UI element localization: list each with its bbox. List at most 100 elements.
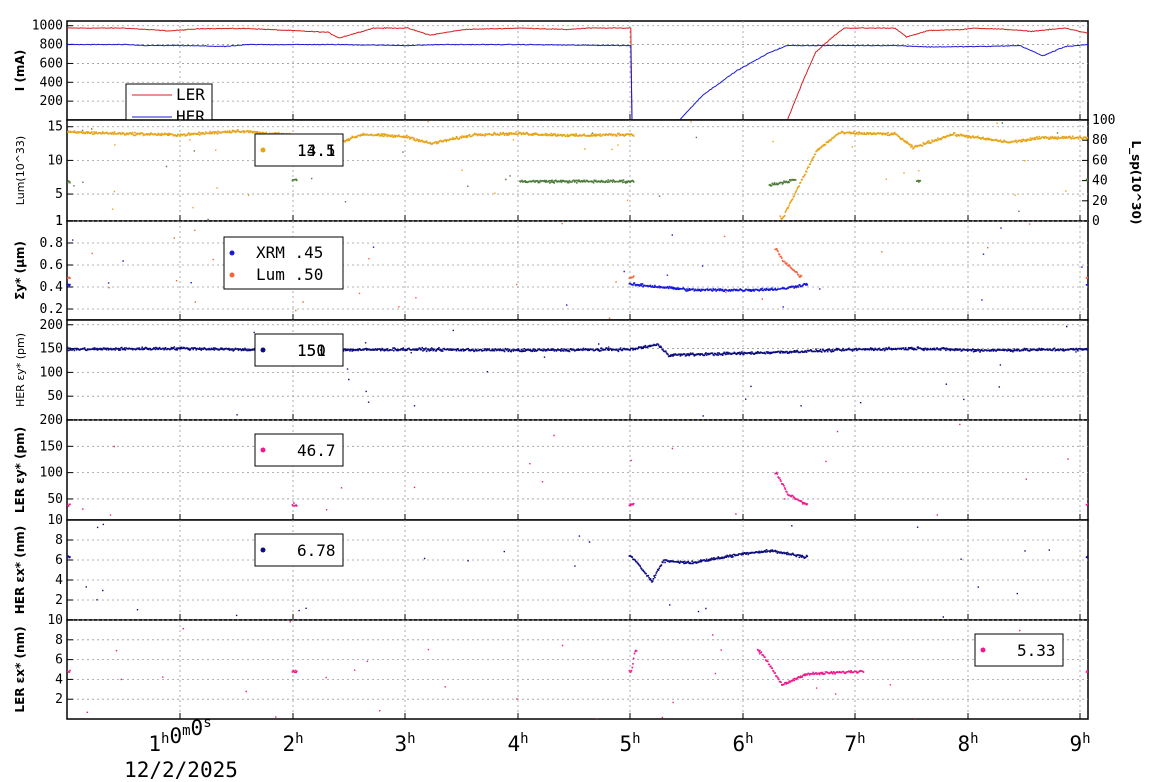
legend-ler_eps_y: 46.7 [254,433,344,467]
y2-tick-label: 0 [1092,214,1100,229]
series-her [67,43,1088,120]
panel-ler_eps_y: 10 50 100 150 200 LER εy* (pm) 46.7 [13,413,1089,528]
y-tick-label: 2 [55,692,63,707]
x-tick-label: 7h [844,731,865,756]
legend-box [223,236,344,290]
y-axis-title: I (mA) [13,50,27,91]
panel-frame [66,419,1089,521]
y-tick-label: 200 [40,94,63,109]
legend-label: Lum .50 [256,265,323,284]
panel-frame [66,220,1089,321]
y-tick-label: 2 [55,593,63,608]
y-tick-label: 200 [40,318,63,333]
x-tick-label: 1h0m0s [148,715,211,756]
y-tick-label: 0.8 [40,236,63,251]
y-tick-label: 100 [40,365,63,380]
legend-box [254,133,344,167]
legend-value: 151 [297,341,326,360]
legend-box [254,533,344,567]
x-tick-label: 2h [282,731,303,756]
y-tick-label: 50 [47,389,63,404]
series-line [67,43,1088,120]
y2-axis-title: L_sp(10^30) [1128,141,1143,225]
panel-her_eps_x: 2 4 6 8 HER εx* (nm) 6.78 [13,519,1089,621]
legend-value: 150 [297,341,326,360]
y-tick-label: 6 [55,653,63,668]
y2-tick-label: 80 [1092,133,1108,148]
legend-marker [260,547,266,553]
y2-tick-label: 20 [1092,194,1108,209]
y-tick-label: 8 [55,633,63,648]
legend-marker [229,272,235,278]
y-axis-title: HER εy* (pm) [14,333,27,407]
legend-box [254,433,344,467]
series-ler [67,27,1088,120]
y-tick-label: 8 [55,533,63,548]
y-tick-label: 100 [40,466,63,481]
legend-marker [260,447,266,453]
legend-box [974,633,1064,667]
y-tick-label: 4 [55,672,63,687]
legend-marker [229,250,235,256]
legend-label: XRM .45 [256,243,323,262]
legend-sigma_y: XRM .45 Lum .50 [223,236,344,290]
x-tick-label: 5h [619,731,640,756]
x-tick-label: 9h [1069,731,1090,756]
y-tick-label: 0.6 [40,258,63,273]
legend-marker [260,347,266,353]
y-axis-title: HER εx* (nm) [13,526,27,615]
y-tick-label: 15 [47,120,63,135]
y-axis-title: Lum(10^33) [14,136,27,205]
panel-frame [66,20,1089,121]
legend-value: 46.7 [297,441,336,460]
y-tick-label: 50 [47,492,63,507]
y-tick-label: 200 [40,413,63,428]
panel-frame [66,319,1089,421]
x-axis-date: 12/2/2025 [124,758,238,782]
legend-luminosity: 14.113.5 [254,133,344,167]
y-tick-label: 10 [47,613,63,628]
legend-marker [980,647,986,653]
y-tick-label: 0.4 [40,280,64,295]
y-tick-label: 1 [55,214,63,229]
y-tick-label: 4 [55,573,63,588]
x-tick-label: 6h [732,731,753,756]
y2-tick-label: 60 [1092,153,1108,168]
y-tick-label: 5 [55,187,63,202]
y-tick-label: 1000 [32,19,63,34]
legend-marker [260,147,266,153]
y-tick-label: 150 [40,439,63,454]
y-tick-label: 600 [40,56,63,71]
panel-ler_eps_x: 2 4 6 8 10 LER εx* (nm) 5.33 [13,613,1089,720]
y-tick-label: 400 [40,75,63,90]
x-tick-label: 3h [394,731,415,756]
y-axis-title: LER εx* (nm) [13,626,27,712]
legend-her_eps_x: 6.78 [254,533,344,567]
legend-value: 5.33 [1017,641,1056,660]
x-axis: 1h0m0s 2h 3h 4h 5h 6h 7h 8h 9h 12/2/2025 [124,715,1090,782]
legend-value: 13.5 [297,141,336,160]
y-tick-label: 800 [40,38,63,53]
legend-ler_eps_x: 5.33 [974,633,1064,667]
y-tick-label: 10 [47,513,63,528]
legend-label: LER [176,85,205,104]
legend-value: 14.1 [297,141,336,160]
y-tick-label: 150 [40,342,63,357]
y2-tick-label: 100 [1092,113,1115,128]
legend-value: 6.78 [297,541,336,560]
y2-tick-label: 40 [1092,174,1108,189]
y-tick-label: 1 [55,214,63,229]
y-tick-label: 10 [47,153,63,168]
series-line [67,27,1088,120]
panel-sigma_y: 0.2 0.4 0.6 0.8 1 Σy* (μm) XRM .45 Lum .50 [13,214,1089,321]
y-tick-label: 0.2 [40,302,63,317]
panel-frame [66,519,1089,621]
y-axis-title: LER εy* (pm) [13,427,27,513]
y-axis-title: Σy* (μm) [13,241,27,300]
x-tick-label: 8h [957,731,978,756]
